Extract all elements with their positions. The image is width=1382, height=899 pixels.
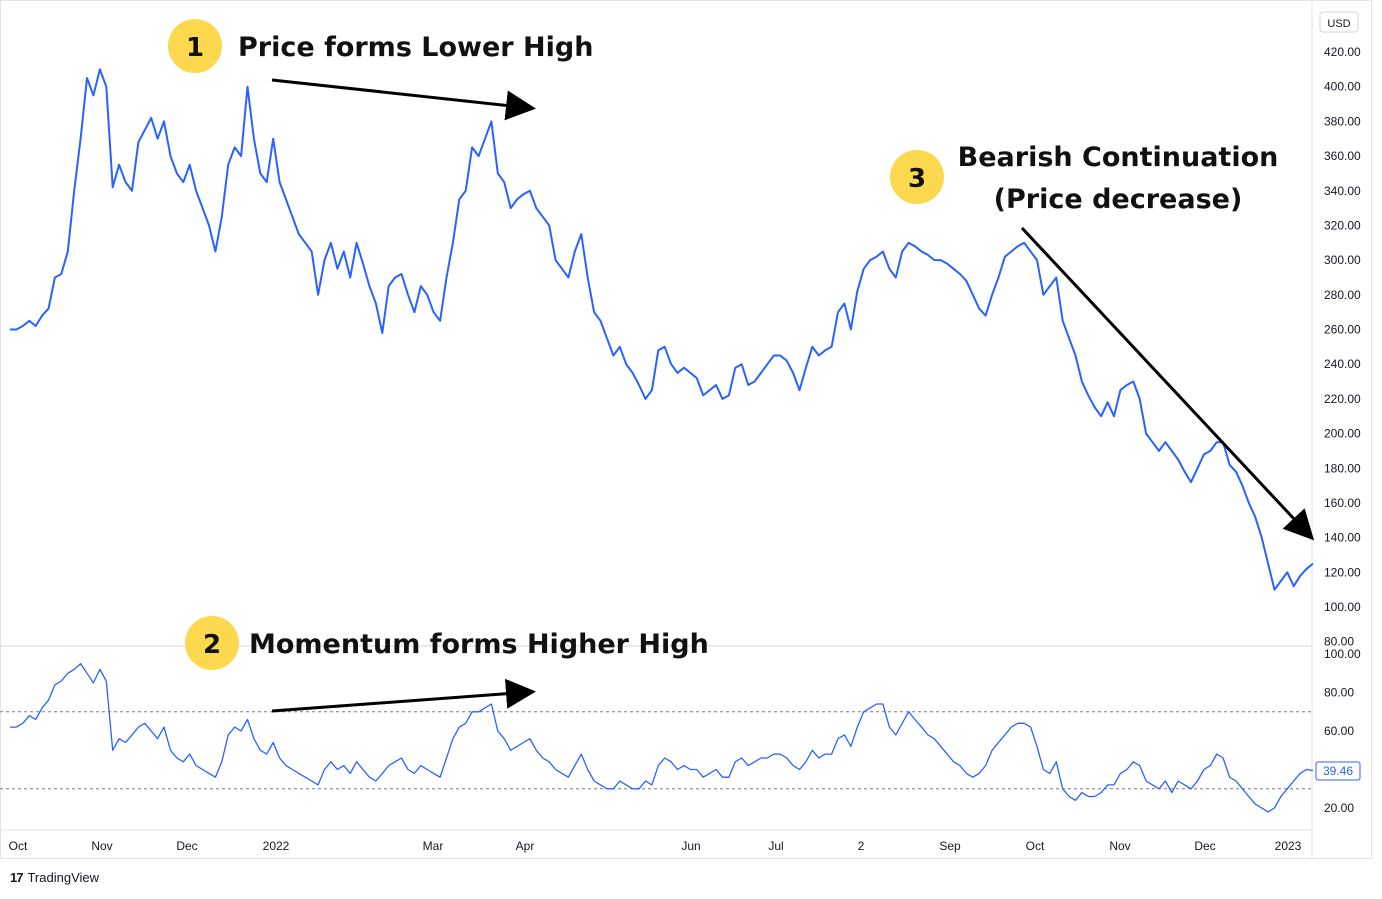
time-axis-tick-label: Dec (176, 839, 197, 853)
price-y-tick-label: 80.00 (1324, 635, 1354, 649)
time-axis-tick-label: Apr (516, 839, 535, 853)
time-axis-tick-label: Nov (91, 839, 112, 853)
price-y-tick-label: 240.00 (1324, 357, 1361, 371)
time-axis-tick-label: Jul (768, 839, 783, 853)
step-3-number: 3 (908, 164, 926, 194)
price-y-tick-label: 260.00 (1324, 323, 1361, 337)
price-y-tick-label: 160.00 (1324, 496, 1361, 510)
price-y-tick-label: 220.00 (1324, 392, 1361, 406)
price-y-axis: 420.00 400.00 380.00 360.00 340.00 320.00 300.… (1324, 45, 1361, 649)
bearish-continuation-arrow (1020, 226, 1315, 541)
time-axis-tick-label: Dec (1194, 839, 1215, 853)
momentum-y-tick-label: 100.00 (1324, 647, 1361, 661)
step-1-badge (168, 19, 222, 73)
time-axis-tick-label: Nov (1109, 839, 1130, 853)
time-axis-tick-label: 2 (858, 839, 865, 853)
momentum-y-tick-label: 20.00 (1324, 801, 1354, 815)
time-axis-tick-label: Sep (939, 839, 961, 853)
momentum-reference-lines (0, 711, 1312, 790)
time-axis-tick-label: Mar (423, 839, 444, 853)
step-3-line1: Bearish Continuation (958, 142, 1279, 173)
price-y-tick-label: 300.00 (1324, 253, 1361, 267)
price-y-tick-label: 320.00 (1324, 218, 1361, 232)
price-y-tick-label: 140.00 (1324, 531, 1361, 545)
price-y-tick-label: 280.00 (1324, 288, 1361, 302)
time-axis-tick-label: Oct (9, 839, 28, 853)
tradingview-logo[interactable]: 17 TradingView (10, 870, 99, 885)
momentum-series-line (10, 662, 1314, 813)
price-y-tick-label: 420.00 (1324, 45, 1361, 59)
momentum-current-value-box (1315, 761, 1361, 781)
price-y-tick-label: 100.00 (1324, 600, 1361, 614)
step-3-line2: (Price decrease) (994, 184, 1243, 215)
time-axis-tick-label: 2022 (263, 839, 290, 853)
tradingview-name: TradingView (27, 870, 100, 885)
price-y-tick-label: 340.00 (1324, 184, 1361, 198)
step-1-text: Price forms Lower High (238, 32, 593, 63)
price-y-tick-label: 380.00 (1324, 114, 1361, 128)
step-2-badge (185, 616, 239, 670)
momentum-current-value: 39.46 (1323, 764, 1353, 778)
step-2-number: 2 (203, 630, 221, 660)
tradingview-mark-icon: 17 (10, 870, 24, 885)
price-series-line (10, 68, 1314, 591)
time-axis: Oct Nov Dec 2022 Mar Apr Jun Jul 2 Sep Oct Nov Dec 20… (9, 839, 1302, 853)
time-axis-tick-label: 2023 (1275, 839, 1302, 853)
chart-border (0, 0, 1372, 859)
step-1-number: 1 (186, 33, 204, 63)
time-axis-tick-label: Oct (1026, 839, 1045, 853)
price-y-tick-label: 120.00 (1324, 565, 1361, 579)
currency-label: USD (1327, 18, 1350, 30)
momentum-y-tick-label: 80.00 (1324, 686, 1354, 700)
momentum-y-tick-label: 60.00 (1324, 724, 1354, 738)
price-y-tick-label: 360.00 (1324, 149, 1361, 163)
step-2-text: Momentum forms Higher High (249, 629, 709, 660)
currency-box[interactable] (1319, 11, 1359, 33)
time-axis-tick-label: Jun (681, 839, 700, 853)
lower-high-arrow (271, 78, 536, 121)
step-3-badge (890, 150, 944, 204)
higher-high-arrow (271, 678, 536, 713)
price-y-tick-label: 200.00 (1324, 427, 1361, 441)
price-y-tick-label: 400.00 (1324, 80, 1361, 94)
price-y-tick-label: 180.00 (1324, 461, 1361, 475)
